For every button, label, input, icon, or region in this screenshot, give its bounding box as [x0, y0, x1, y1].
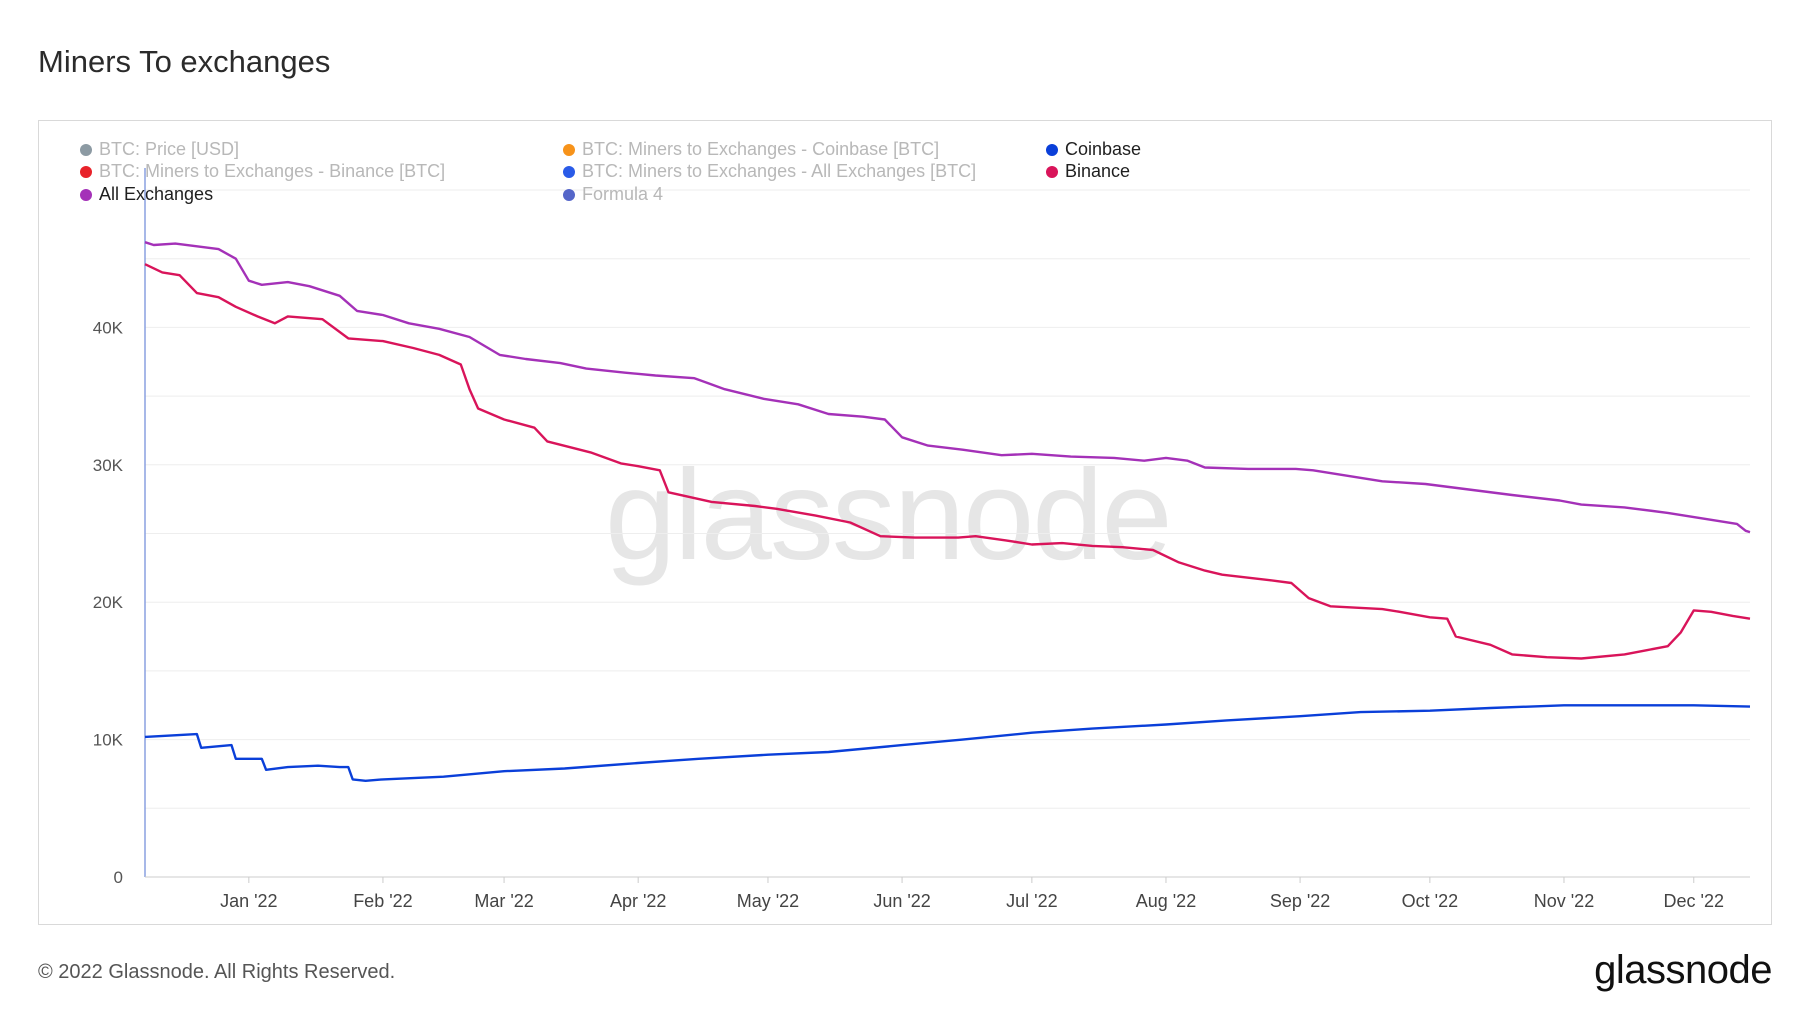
series-line-coinbase	[144, 704, 1751, 782]
x-tick-label: Feb '22	[353, 891, 412, 911]
legend-dot-icon	[1046, 144, 1058, 156]
x-tick-label: Mar '22	[474, 891, 533, 911]
series-line-binance	[144, 263, 1751, 660]
x-axis: Jan '22 Feb '22 Mar '22 Apr '22 May '22 Jun '…	[145, 876, 1750, 911]
legend-dot-icon	[563, 166, 575, 178]
legend-dot-icon	[80, 189, 92, 201]
watermark: glassnode	[605, 444, 1173, 587]
y-axis: 0 10K 20K 30K 40K	[93, 168, 146, 887]
legend-item-all-exchanges[interactable]: All Exchanges	[80, 183, 213, 205]
chart-title: Miners To exchanges	[38, 44, 331, 79]
x-tick-label: Sep '22	[1270, 891, 1331, 911]
y-tick-label: 30K	[93, 456, 124, 475]
chart-frame	[38, 120, 1772, 925]
x-tick-label: Oct '22	[1402, 891, 1458, 911]
y-tick-label: 0	[114, 868, 123, 887]
legend-label: All Exchanges	[99, 184, 214, 204]
series-line-all-exchanges	[144, 241, 1751, 534]
glassnode-logo[interactable]: glassnode	[1594, 948, 1772, 992]
y-tick-label: 20K	[93, 593, 124, 612]
copyright-text: © 2022 Glassnode. All Rights Reserved.	[38, 961, 396, 983]
x-tick-label: Dec '22	[1664, 891, 1724, 911]
legend-dot-icon	[1046, 166, 1058, 178]
y-tick-label: 10K	[93, 731, 124, 750]
x-tick-label: Jul '22	[1006, 891, 1057, 911]
legend-label: BTC: Miners to Exchanges - Coinbase [BTC…	[582, 139, 940, 159]
legend-label: Formula 4	[582, 184, 664, 204]
legend-dot-icon	[80, 166, 92, 178]
legend-item-formula-4[interactable]: Formula 4	[563, 183, 663, 205]
x-tick-label: Nov '22	[1534, 891, 1594, 911]
legend-label: BTC: Miners to Exchanges - All Exchanges…	[582, 161, 977, 181]
y-tick-label: 40K	[93, 318, 124, 337]
legend-item-coinbase[interactable]: Coinbase	[1046, 138, 1141, 160]
legend-item-all-exchanges-raw[interactable]: BTC: Miners to Exchanges - All Exchanges…	[563, 160, 976, 182]
x-tick-label: Aug '22	[1136, 891, 1197, 911]
legend-item-coinbase-raw[interactable]: BTC: Miners to Exchanges - Coinbase [BTC…	[563, 138, 939, 160]
chart-grid	[145, 189, 1750, 809]
x-tick-label: Jun '22	[873, 891, 930, 911]
chart-series	[144, 241, 1751, 782]
legend-label: BTC: Miners to Exchanges - Binance [BTC]	[99, 161, 446, 181]
legend-label: Coinbase	[1065, 139, 1142, 159]
x-tick-label: Apr '22	[610, 891, 666, 911]
legend-dot-icon	[563, 144, 575, 156]
legend-item-price[interactable]: BTC: Price [USD]	[80, 138, 239, 160]
x-tick-label: Jan '22	[220, 891, 277, 911]
legend-label: BTC: Price [USD]	[99, 139, 240, 159]
legend-item-binance[interactable]: Binance	[1046, 160, 1130, 182]
legend-label: Binance	[1065, 161, 1131, 181]
legend-dot-icon	[563, 189, 575, 201]
x-tick-label: May '22	[737, 891, 799, 911]
legend-dot-icon	[80, 144, 92, 156]
legend-item-binance-raw[interactable]: BTC: Miners to Exchanges - Binance [BTC]	[80, 160, 445, 182]
